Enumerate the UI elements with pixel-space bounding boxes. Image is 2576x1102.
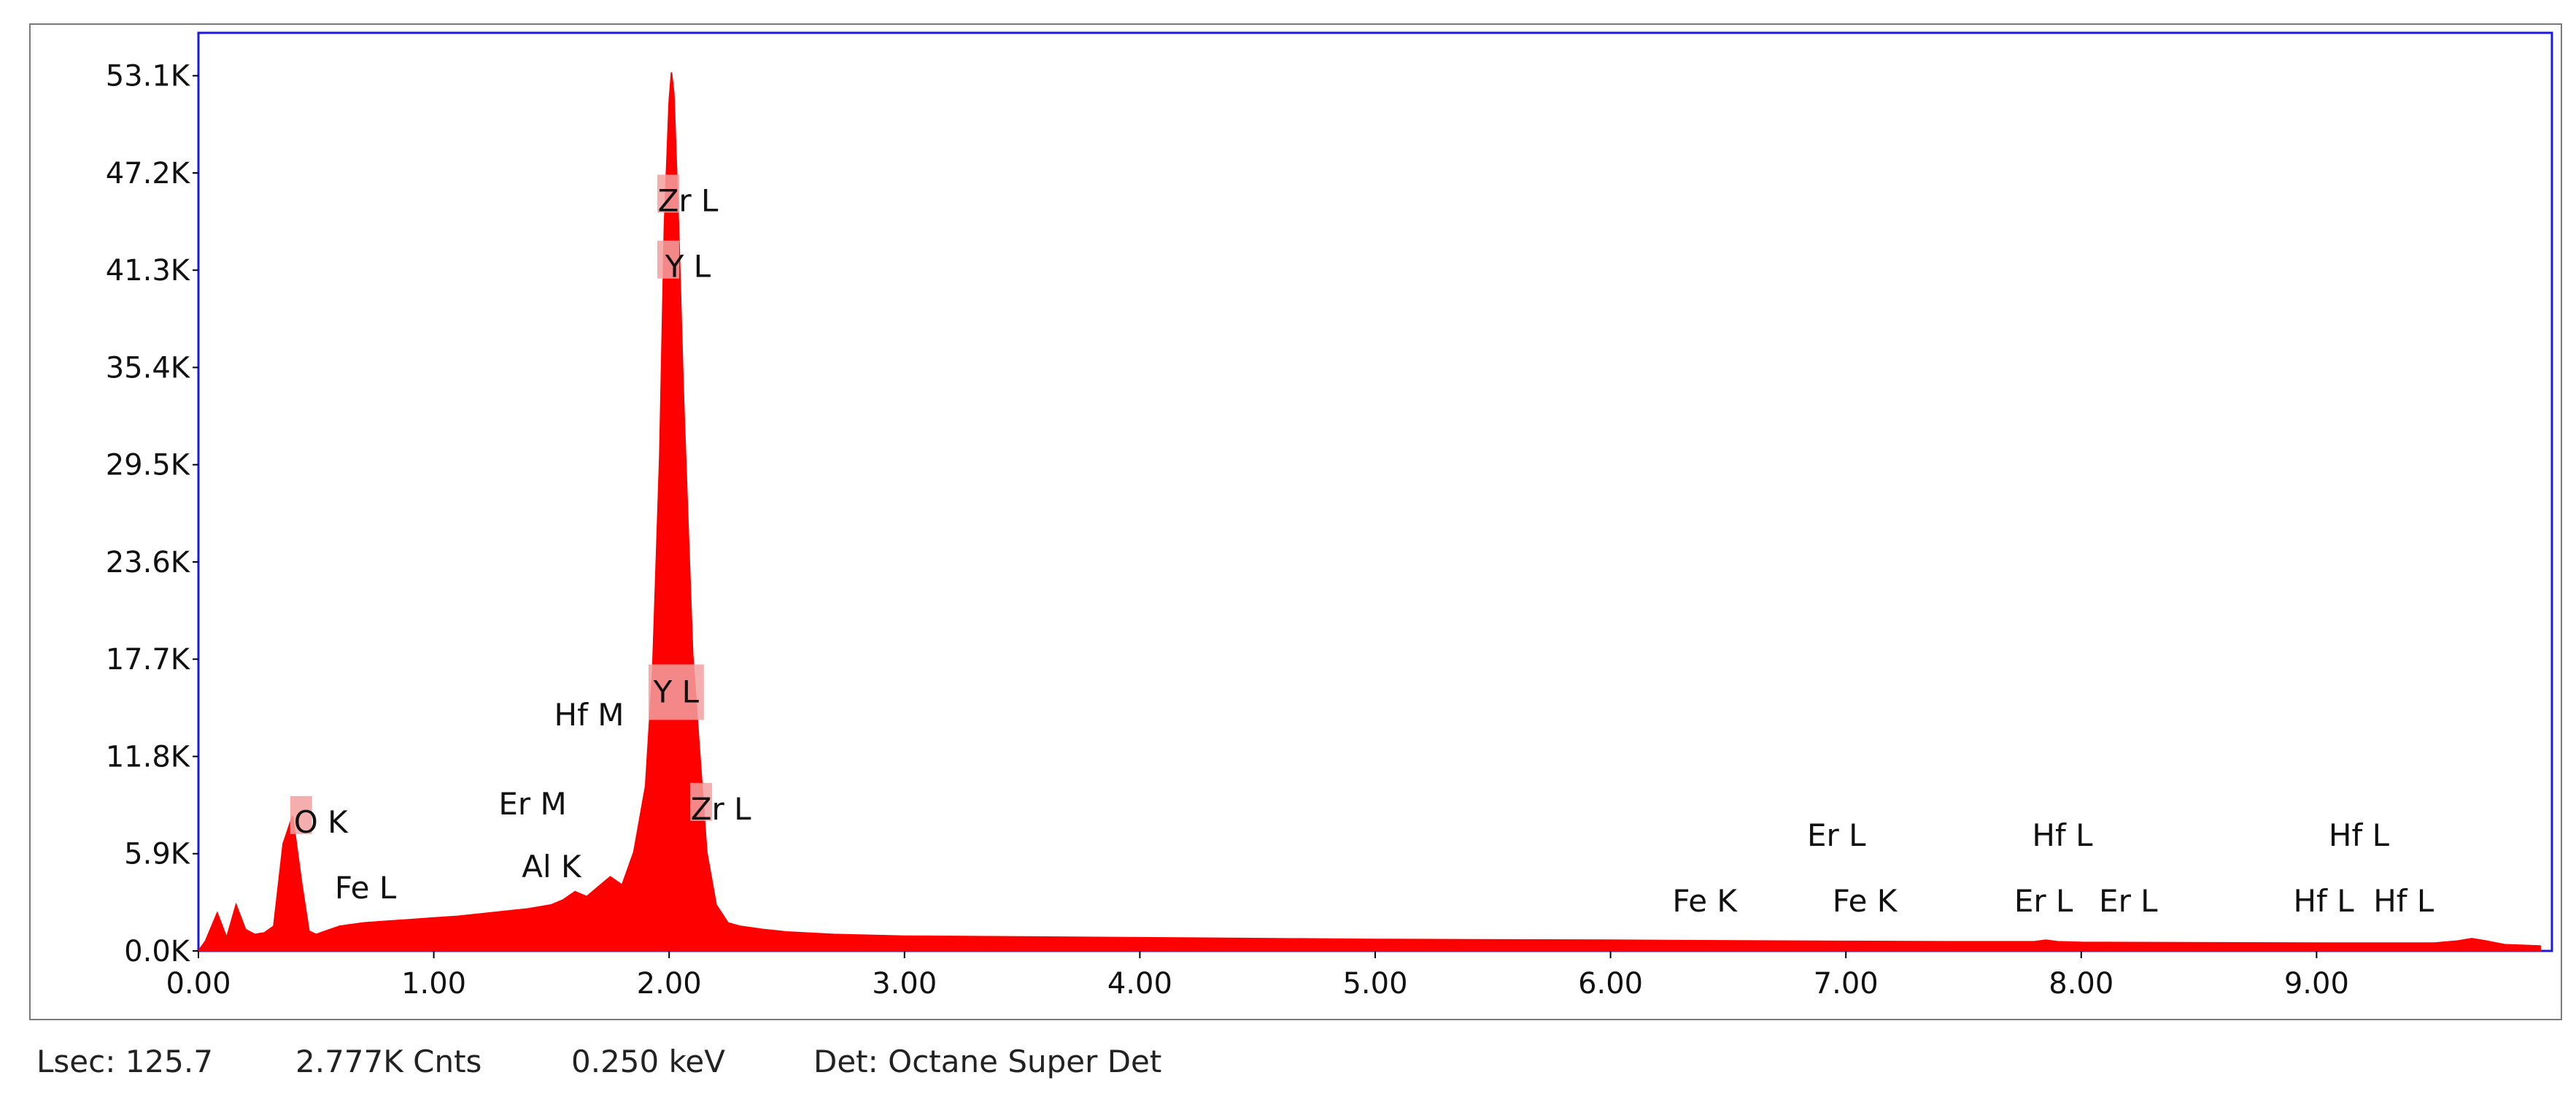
peak-label: Hf L bbox=[2329, 817, 2390, 853]
y-tick-label: 11.8K bbox=[106, 740, 191, 774]
peak-label: Er M bbox=[498, 786, 566, 822]
peak-label-highlight bbox=[657, 174, 680, 213]
y-tick-label: 5.9K bbox=[124, 838, 191, 871]
peak-label-highlight bbox=[690, 782, 713, 821]
peak-label: Fe K bbox=[1833, 883, 1898, 919]
peak-label: Zr L bbox=[691, 791, 751, 827]
peak-label: Er L bbox=[2014, 883, 2073, 919]
x-tick-label: 5.00 bbox=[1342, 967, 1407, 1001]
spectrum-series-0 bbox=[197, 72, 2541, 952]
counts-readout: 2.777K Cnts bbox=[295, 1044, 482, 1079]
x-tick-label: 1.00 bbox=[401, 967, 466, 1001]
peak-label: O K bbox=[294, 804, 349, 840]
y-tick-label: 17.7K bbox=[106, 643, 191, 677]
y-tick-label: 23.6K bbox=[106, 546, 191, 579]
peak-label: Er L bbox=[2099, 883, 2158, 919]
peak-label-highlight bbox=[290, 795, 312, 834]
y-tick-label: 47.2K bbox=[106, 157, 191, 190]
y-tick-label: 29.5K bbox=[106, 449, 191, 482]
peak-label: Er L bbox=[1807, 817, 1866, 853]
y-axis: 0.0K 5.9K 11.8K 17.7K 23.6K 29.5K 35.4K 41.3K 47… bbox=[106, 60, 198, 968]
peak-label: Hf L bbox=[2032, 817, 2093, 853]
peak-label-highlight bbox=[648, 664, 704, 720]
peak-label: Y L bbox=[653, 674, 700, 709]
x-tick-label: 2.00 bbox=[637, 967, 702, 1001]
energy-readout: 0.250 keV bbox=[571, 1044, 725, 1079]
peak-label: Y L bbox=[665, 249, 711, 285]
detector-readout: Det: Octane Super Det bbox=[813, 1044, 1162, 1079]
peak-label: Fe L bbox=[335, 870, 397, 906]
x-axis: 0.00 1.00 2.00 3.00 4.00 5.00 6.00 7.00 8.00 9.00 bbox=[166, 951, 2349, 1001]
y-tick-label: 41.3K bbox=[106, 254, 191, 288]
x-tick-label: 7.00 bbox=[1814, 967, 1879, 1001]
x-tick-label: 4.00 bbox=[1107, 967, 1172, 1001]
y-tick-label: 35.4K bbox=[106, 351, 191, 385]
peak-label: Hf M bbox=[554, 697, 624, 733]
y-tick-label: 53.1K bbox=[106, 60, 191, 93]
peak-label: Fe K bbox=[1672, 883, 1738, 919]
peak-labels: O K Fe L Er M Al K Hf M Y L Zr L Zr L Y L Fe K Er … bbox=[290, 174, 2434, 919]
x-tick-label: 9.00 bbox=[2284, 967, 2349, 1001]
x-tick-label: 0.00 bbox=[166, 967, 231, 1001]
x-tick-label: 6.00 bbox=[1578, 967, 1643, 1001]
x-tick-label: 8.00 bbox=[2049, 967, 2113, 1001]
peak-label-highlight bbox=[657, 240, 680, 279]
peak-label: Hf L bbox=[2373, 883, 2434, 919]
peak-label: Zr L bbox=[658, 182, 719, 218]
chart-frame bbox=[29, 23, 2562, 1020]
peak-label: Al K bbox=[522, 849, 582, 885]
peak-label: Hf L bbox=[2294, 883, 2355, 919]
status-bar: Lsec: 125.7 2.777K Cnts 0.250 keV Det: O… bbox=[0, 1036, 2576, 1087]
x-tick-label: 3.00 bbox=[872, 967, 937, 1001]
y-tick-label: 0.0K bbox=[124, 935, 191, 968]
live-seconds-readout: Lsec: 125.7 bbox=[36, 1044, 213, 1079]
